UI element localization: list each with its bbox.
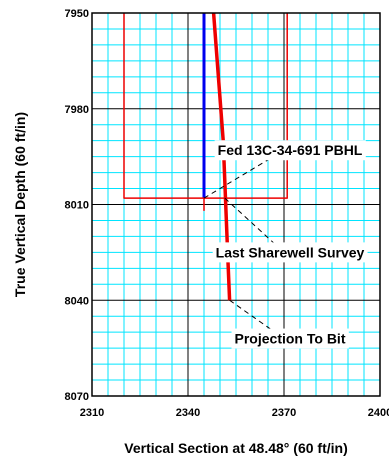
y-tick-label: 8070 — [65, 391, 89, 403]
y-axis-label: True Vertical Depth (60 ft/in) — [12, 112, 28, 297]
y-tick-label: 7950 — [65, 8, 89, 20]
series-line-target — [123, 13, 288, 199]
series-line-survey — [211, 12, 232, 301]
x-tick-label: 2370 — [272, 407, 296, 419]
y-tick-label: 7980 — [65, 104, 89, 116]
x-axis-label: Vertical Section at 48.48° (60 ft/in) — [124, 440, 347, 456]
x-tick-label: 2340 — [176, 407, 200, 419]
annotation-leader-1 — [203, 149, 285, 199]
plot-frame — [91, 12, 381, 397]
annotation-background-2 — [212, 242, 368, 263]
annotation-label-1: Fed 13C-34-691 PBHL — [218, 142, 363, 158]
x-tick-label: 2400 — [368, 407, 389, 419]
y-tick-label: 8010 — [65, 200, 89, 212]
annotation-label-3: Projection To Bit — [235, 331, 346, 347]
annotation-background-1 — [214, 140, 366, 161]
annotation-background-3 — [231, 328, 349, 349]
series-group — [123, 12, 288, 301]
y-tick-label: 8040 — [65, 295, 89, 307]
x-tick-label: 2310 — [80, 407, 104, 419]
tick-labels: 2310 2340 2370 2400 7950 7980 8010 8040 8070 — [65, 8, 389, 419]
annotation-label-2: Last Sharewell Survey — [216, 244, 365, 260]
annotations: Fed 13C-34-691 PBHL Last Sharewell Survey… — [203, 140, 368, 349]
